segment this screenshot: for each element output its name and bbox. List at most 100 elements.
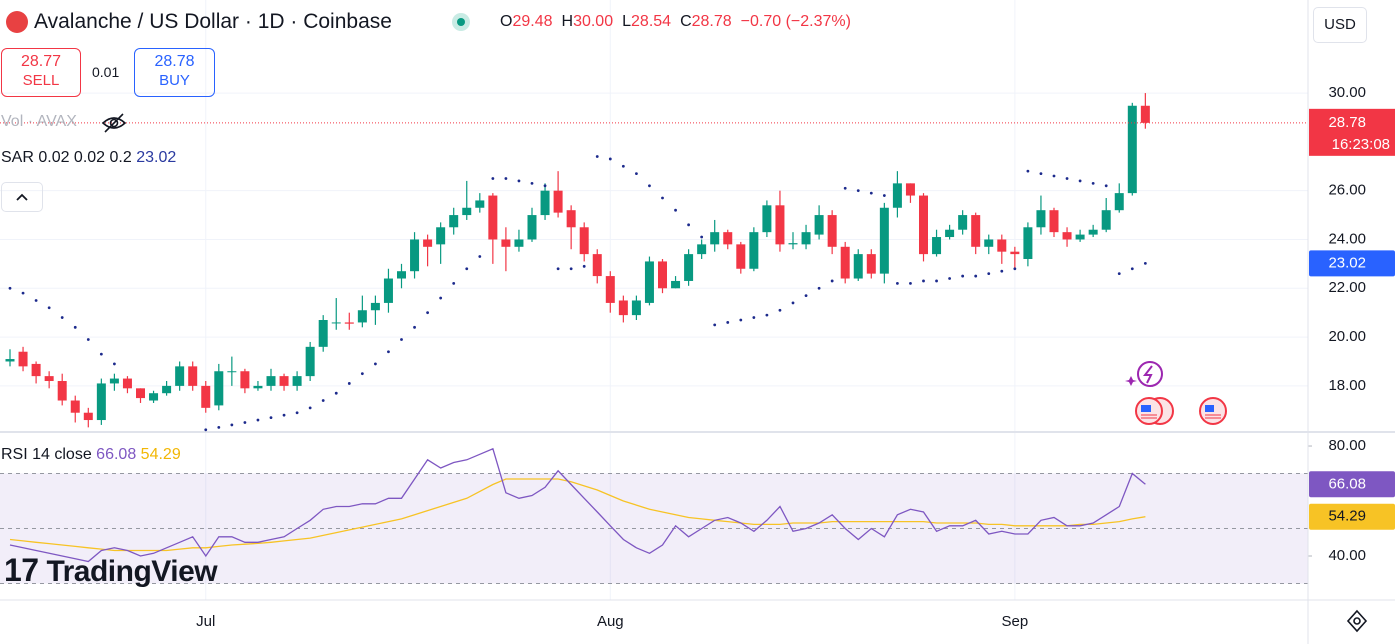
ohlc-key: C (680, 13, 692, 30)
candle-body (305, 346, 315, 377)
sar-dot (530, 181, 534, 185)
candle-body (697, 244, 707, 255)
ohlc-key: L (622, 13, 632, 30)
y-tick-label: 30.00 (1328, 84, 1366, 101)
ohlc-legend: O29.48 H30.00 L28.54 C28.78 −0.70 (−2.37%) (500, 13, 851, 31)
candle-body (370, 302, 380, 311)
candle-body (997, 239, 1007, 252)
sar-dot (1052, 174, 1056, 178)
ohlc-value: 28.54 (631, 13, 672, 30)
candle-body (1010, 251, 1020, 255)
buy-button[interactable]: 28.78 BUY (134, 48, 215, 97)
rsi-label: RSI 14 close (1, 446, 92, 463)
watermark: 17 TradingView (4, 552, 218, 588)
candle-body (684, 254, 694, 281)
sar-dot (34, 299, 38, 302)
sar-dot (869, 191, 873, 195)
candle-body (1127, 105, 1137, 194)
candle-body (710, 232, 720, 245)
sar-legend: SAR 0.02 0.02 0.2 23.02 (1, 149, 176, 167)
sar-dot (882, 194, 886, 197)
sell-label: SELL (22, 72, 60, 89)
coin-icon (6, 11, 28, 33)
candle-body (109, 378, 119, 384)
candle-body (984, 239, 994, 247)
candle-body (1088, 229, 1098, 235)
sar-dot (256, 418, 260, 422)
candle-body (618, 300, 628, 316)
candle-body (201, 385, 211, 408)
candle-body (488, 195, 498, 240)
sar-dot (269, 416, 273, 420)
x-tick-label: Jul (196, 613, 215, 630)
symbol-title: Avalanche / US Dollar · 1D · Coinbase (34, 10, 392, 33)
sar-dot (387, 350, 390, 354)
candle-body (958, 215, 968, 230)
candle-body (449, 215, 459, 228)
sar-dot (674, 208, 677, 212)
sar-dot (739, 318, 743, 322)
candle-body (57, 381, 67, 401)
sar-dot (948, 277, 951, 280)
candle-body (318, 319, 328, 347)
sar-dot (360, 372, 364, 376)
sar-dot (1065, 177, 1069, 180)
sar-dot (582, 264, 586, 268)
candle-body (671, 280, 681, 289)
candle-body (357, 310, 367, 323)
hidden-icon[interactable] (101, 112, 127, 134)
candle-body (227, 371, 237, 373)
sar-dot (961, 274, 965, 278)
y-tick-label: 20.00 (1328, 328, 1366, 345)
last-price-label: 28.78 (1328, 114, 1366, 131)
sar-dot (295, 411, 299, 415)
candle-body (122, 378, 132, 389)
watermark-text: TradingView (46, 555, 218, 588)
candle-body (527, 215, 537, 240)
sar-dot (230, 423, 234, 427)
sar-dot (426, 311, 429, 315)
rsi-value-tag (1309, 471, 1395, 498)
sar-dot (86, 338, 90, 341)
y-tick-label: 26.00 (1328, 182, 1366, 199)
collapse-button[interactable] (1, 182, 43, 212)
sar-label: SAR 0.02 0.02 0.2 (1, 149, 132, 166)
x-tick-label: Aug (597, 613, 624, 630)
sar-dot (8, 286, 12, 290)
candle-body (840, 246, 850, 279)
candle-body (723, 232, 733, 245)
sar-dot (830, 279, 834, 283)
sell-button[interactable]: 28.77 SELL (1, 48, 81, 97)
sar-dot (935, 279, 938, 283)
sar-dot (778, 308, 782, 312)
sar-value-tag (1309, 250, 1395, 277)
candle-body (96, 383, 106, 421)
event-icons[interactable] (1125, 356, 1235, 426)
sar-dot (543, 184, 547, 188)
volume-legend[interactable]: Vol · AVAX (1, 113, 77, 130)
sar-dot (1130, 267, 1134, 271)
sar-dot (556, 267, 560, 271)
candle-body (1140, 105, 1150, 123)
currency-button[interactable]: USD (1313, 7, 1367, 43)
sar-dot (635, 172, 638, 175)
candle-body (175, 366, 185, 386)
y-tick-label: 18.00 (1328, 377, 1366, 394)
candle-body (266, 376, 276, 386)
candle-body (279, 376, 289, 386)
rsi-legend: RSI 14 close 66.08 54.29 (1, 446, 181, 464)
candle-body (44, 376, 54, 382)
candle-body (1101, 210, 1111, 230)
x-tick-label: Sep (1001, 613, 1028, 630)
sar-dot (73, 325, 77, 329)
ohlc-key: H (561, 13, 574, 30)
settings-icon[interactable] (1342, 606, 1372, 636)
sar-value: 23.02 (136, 149, 177, 166)
candle-body (736, 244, 746, 269)
market-status[interactable] (452, 13, 470, 31)
rsi-value-label: 66.08 (1328, 475, 1366, 492)
candle-body (1075, 234, 1085, 240)
sar-dot (648, 184, 651, 188)
candle-body (514, 239, 524, 247)
candle-body (788, 243, 798, 245)
